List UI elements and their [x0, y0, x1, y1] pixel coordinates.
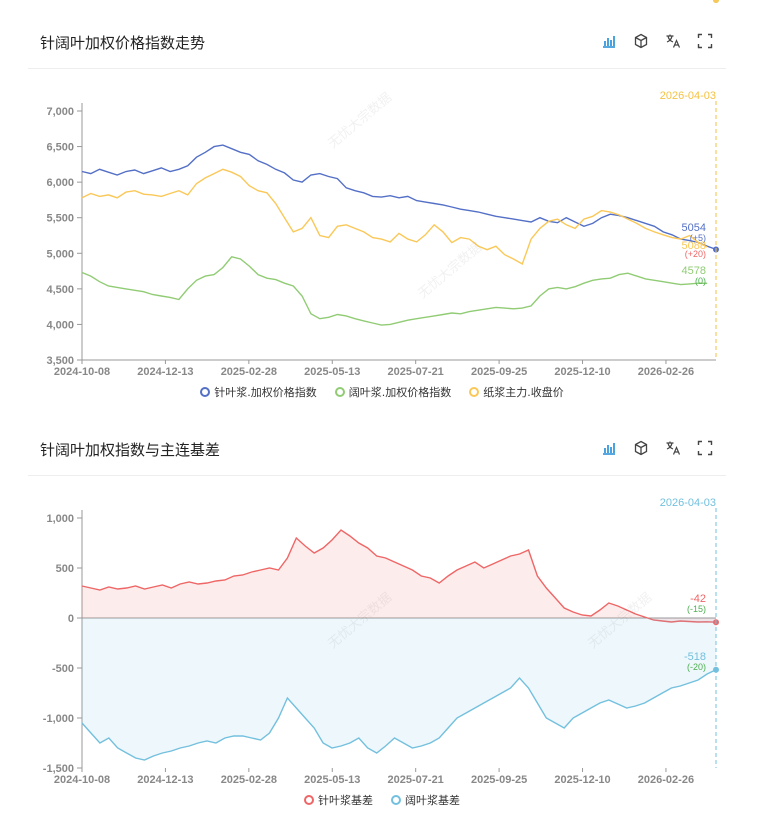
legend-item[interactable]: 纸浆主力.收盘价 — [469, 384, 564, 400]
legend-marker — [304, 795, 314, 805]
y-tick-label: 5,000 — [46, 248, 74, 260]
series-line — [81, 144, 717, 251]
legend-marker — [200, 387, 211, 397]
cube-icon[interactable] — [632, 32, 650, 50]
end-change-label: (0) — [695, 276, 706, 286]
end-value-label: 5054 — [682, 222, 706, 234]
y-tick-label: 1,000 — [46, 513, 74, 525]
legend-marker — [391, 795, 401, 805]
y-tick-label: 7,000 — [46, 106, 74, 118]
fullscreen-icon[interactable] — [696, 32, 714, 50]
panel-header: 针阔叶加权价格指数走势 — [28, 0, 726, 69]
legend-marker — [334, 387, 345, 397]
legend-item[interactable]: 阔叶浆.加权价格指数 — [334, 384, 452, 400]
panel-title: 针阔叶加权价格指数走势 — [40, 34, 206, 52]
x-tick-label: 2025-05-13 — [304, 774, 360, 786]
cube-icon[interactable] — [632, 439, 650, 457]
x-tick-label: 2026-02-26 — [638, 774, 694, 786]
y-tick-label: -1,000 — [43, 713, 74, 725]
x-tick-label: 2025-12-10 — [554, 774, 610, 786]
legend-label: 阔叶浆.加权价格指数 — [348, 386, 452, 399]
series-end-point — [713, 0, 719, 3]
legend-label: 纸浆主力.收盘价 — [483, 386, 564, 399]
end-change-label: (+20) — [685, 249, 706, 259]
x-tick-label: 2024-10-08 — [54, 774, 110, 786]
end-value-label: 5088 — [682, 240, 706, 252]
marker-date-label: 2026-04-03 — [660, 90, 716, 102]
y-tick-label: 4,000 — [46, 319, 74, 331]
bar-chart-icon[interactable] — [600, 32, 618, 50]
end-value-label: -42 — [690, 593, 706, 605]
legend-marker — [469, 387, 480, 397]
x-tick-label: 2026-02-26 — [638, 366, 694, 378]
chart-legend: 针叶浆基差 阔叶浆基差 — [0, 792, 764, 808]
x-tick-label: 2025-05-13 — [304, 366, 360, 378]
x-tick-label: 2025-07-21 — [388, 774, 444, 786]
price-index-chart: 3,500 4,000 4,500 5,000 5,500 6,000 6,500 7,000… — [46, 0, 719, 378]
series-area — [82, 618, 716, 760]
series-line — [81, 168, 708, 266]
legend-label: 针叶浆基差 — [318, 794, 373, 807]
toolbox — [600, 439, 714, 457]
price-index-panel: 针阔叶加权价格指数走势 — [28, 0, 726, 405]
y-tick-label: 0 — [68, 613, 74, 625]
y-tick-label: 6,000 — [46, 177, 74, 189]
y-tick-label: 5,500 — [46, 213, 74, 225]
end-change-label: (+5) — [690, 233, 706, 243]
panel-title: 针阔叶加权指数与主连基差 — [40, 441, 221, 459]
y-tick-label: -500 — [52, 663, 74, 675]
legend-label: 针叶浆.加权价格指数 — [214, 386, 317, 399]
translate-icon[interactable] — [664, 32, 682, 50]
legend-item[interactable]: 针叶浆基差 — [304, 792, 373, 808]
end-change-label: (-15) — [687, 604, 706, 614]
y-tick-label: 500 — [56, 563, 74, 575]
translate-icon[interactable] — [664, 439, 682, 457]
x-tick-label: 2025-02-28 — [221, 366, 277, 378]
chart-legend: 针叶浆.加权价格指数 阔叶浆.加权价格指数 纸浆主力.收盘价 — [0, 384, 764, 400]
legend-label: 阔叶浆基差 — [405, 794, 460, 807]
x-tick-label: 2025-02-28 — [221, 774, 277, 786]
toolbox — [600, 32, 714, 50]
x-tick-label: 2025-07-21 — [388, 366, 444, 378]
series-line — [81, 529, 717, 623]
series-area — [82, 530, 716, 623]
y-tick-label: 3,500 — [46, 355, 74, 367]
x-tick-label: 2025-12-10 — [554, 366, 610, 378]
series-line — [81, 669, 717, 761]
end-value-label: -518 — [684, 651, 706, 663]
marker-date-label: 2026-04-03 — [660, 497, 716, 509]
x-tick-label: 2024-12-13 — [137, 774, 193, 786]
legend-item[interactable]: 阔叶浆基差 — [391, 792, 460, 808]
panel-header: 针阔叶加权指数与主连基差 — [28, 407, 726, 476]
y-tick-label: -1,500 — [43, 763, 74, 775]
basis-panel: 针阔叶加权指数与主连基差 — [28, 407, 726, 824]
bar-chart-icon[interactable] — [600, 439, 618, 457]
fullscreen-icon[interactable] — [696, 439, 714, 457]
y-tick-label: 6,500 — [46, 142, 74, 154]
y-tick-label: 4,500 — [46, 284, 74, 296]
end-change-label: (-20) — [687, 662, 706, 672]
x-tick-label: 2025-09-25 — [471, 774, 527, 786]
end-value-label: 4578 — [682, 265, 706, 277]
x-tick-label: 2024-10-08 — [54, 366, 110, 378]
legend-item[interactable]: 针叶浆.加权价格指数 — [200, 384, 317, 400]
series-line — [81, 256, 708, 326]
x-tick-label: 2025-09-25 — [471, 366, 527, 378]
x-tick-label: 2024-12-13 — [137, 366, 193, 378]
